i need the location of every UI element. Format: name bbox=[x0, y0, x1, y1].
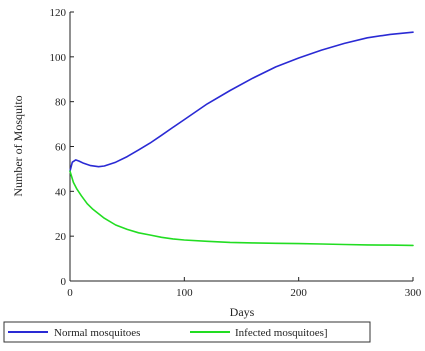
y-tick-label: 20 bbox=[55, 231, 67, 243]
x-tick-label: 200 bbox=[290, 287, 307, 299]
x-tick-label: 100 bbox=[176, 287, 193, 299]
legend-label-normal: Normal mosquitoes bbox=[54, 327, 140, 339]
x-axis-label: Days bbox=[230, 305, 255, 319]
series-lines bbox=[69, 31, 414, 247]
y-tick-label: 0 bbox=[61, 276, 67, 288]
x-tick-label: 300 bbox=[405, 287, 422, 299]
ticks: 0 20 40 60 80 100 120 0 100 200 300 bbox=[50, 7, 422, 299]
y-tick-label: 80 bbox=[55, 97, 67, 109]
y-tick-label: 120 bbox=[50, 7, 67, 19]
legend-box bbox=[3, 321, 371, 343]
y-tick-label: 100 bbox=[50, 52, 67, 64]
x-tick-label: 0 bbox=[67, 287, 73, 299]
y-axis-label: Number of Mosquito bbox=[11, 95, 25, 196]
series-line-infected bbox=[69, 170, 414, 247]
legend: Normal mosquitoes Infected mosquitoes] bbox=[3, 321, 371, 343]
axes bbox=[69, 12, 413, 282]
series-line-normal bbox=[69, 31, 414, 172]
legend-label-infected: Infected mosquitoes] bbox=[235, 327, 328, 339]
y-tick-label: 60 bbox=[55, 142, 67, 154]
y-tick-label: 40 bbox=[55, 186, 67, 198]
